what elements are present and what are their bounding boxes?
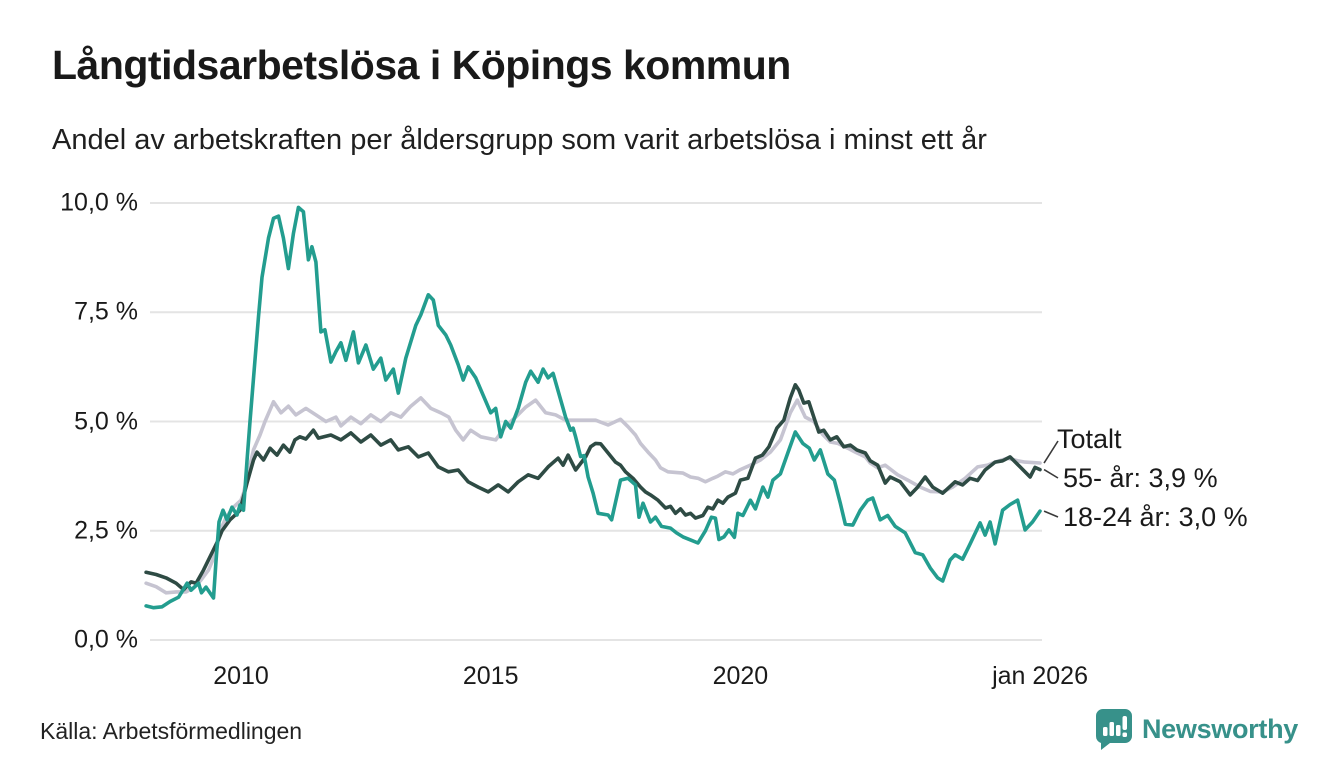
chart-subtitle: Andel av arbetskraften per åldersgrupp s… — [52, 124, 987, 156]
label-leader-line — [1043, 468, 1059, 479]
y-tick-label: 5,0 % — [74, 407, 138, 435]
newsworthy-branding: Newsworthy — [1095, 708, 1298, 750]
series-label-totalt: Totalt — [1057, 424, 1122, 454]
newsworthy-wordmark: Newsworthy — [1141, 713, 1298, 744]
x-tick-label: 2010 — [213, 662, 269, 690]
series-line-55-r — [144, 383, 1042, 592]
x-tick-label: jan 2026 — [992, 662, 1088, 690]
y-tick-label: 2,5 % — [74, 516, 138, 545]
label-leader-line — [1043, 440, 1059, 464]
series-label-55-ar: 55- år: 3,9 % — [1063, 463, 1218, 493]
label-leader-line — [1043, 510, 1059, 518]
y-tick-label: 7,5 % — [74, 297, 138, 326]
newsworthy-pin-barchart-icon — [1095, 709, 1132, 750]
y-tick-label: 10,0 % — [60, 188, 138, 217]
source-note: Källa: Arbetsförmedlingen — [40, 718, 303, 744]
series-label-18-24-ar: 18-24 år: 3,0 % — [1063, 502, 1248, 532]
page-title: Långtidsarbetslösa i Köpings kommun — [52, 42, 791, 88]
y-tick-label: 0,0 % — [74, 625, 138, 654]
x-tick-label: 2020 — [712, 662, 769, 690]
x-tick-label: 2015 — [462, 662, 519, 690]
series-line-18-24-r — [144, 205, 1042, 610]
